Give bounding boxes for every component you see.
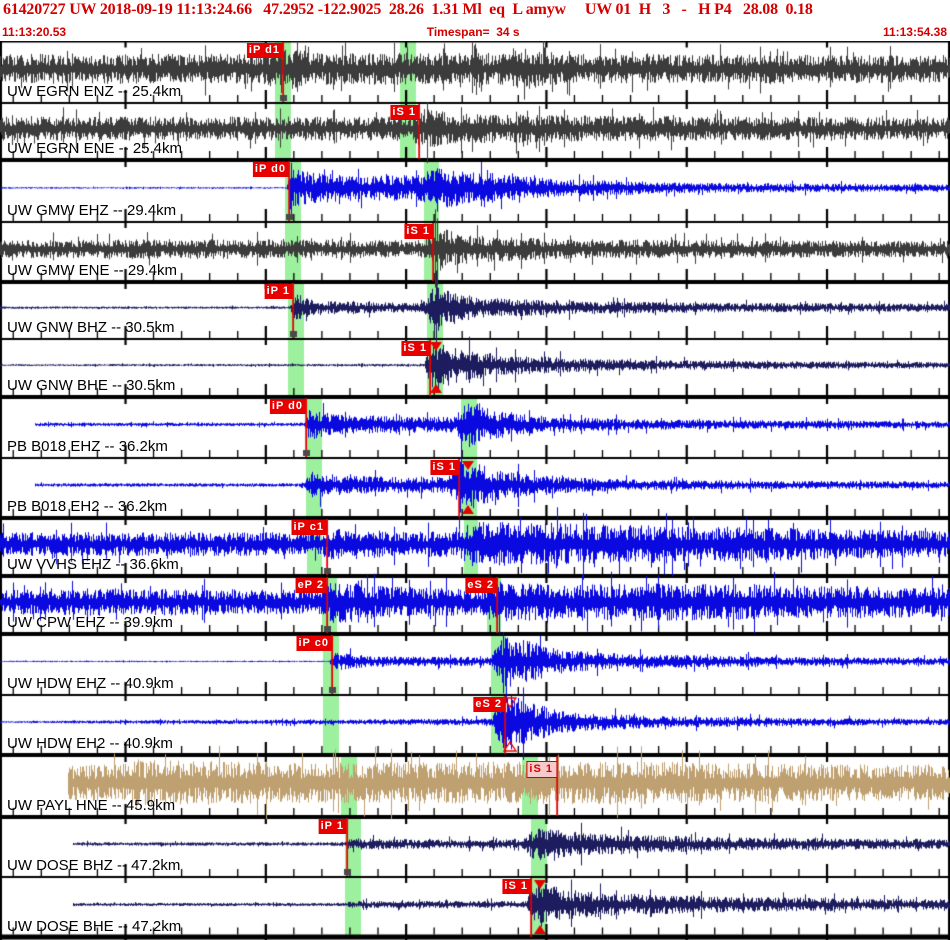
window-start-time: 11:13:20.53	[2, 25, 67, 39]
phase-pick-flag[interactable]: iP d0	[269, 399, 306, 414]
trace-label: UW EGRN ENZ -- 25.4km	[7, 83, 182, 100]
window-end-time: 11:13:54.38	[882, 25, 947, 39]
phase-pick-flag[interactable]: iS 1	[526, 761, 557, 778]
phase-pick-flag[interactable]: iP d1	[246, 43, 283, 58]
trace-label: UW PAYL HNE -- 45.9km	[7, 797, 176, 814]
trace-label: UW GNW BHE -- 30.5km	[7, 377, 176, 394]
trace-label: UW HDW EH2 -- 40.9km	[7, 735, 173, 752]
phase-pick-flag[interactable]: iS 1	[502, 879, 531, 894]
trace-label: UW EGRN ENE -- 25.4km	[7, 140, 183, 157]
trace-label: UW CPW EHZ -- 39.9km	[7, 614, 173, 631]
phase-pick-flag[interactable]: iS 1	[390, 105, 419, 120]
event-header: 61420727 UW 2018-09-19 11:13:24.66 47.29…	[0, 0, 950, 41]
phase-pick-flag[interactable]: iS 1	[430, 460, 459, 475]
phase-pick-flag[interactable]: iP 1	[318, 819, 347, 834]
timespan-label: Timespan= 34 s	[426, 25, 520, 39]
phase-pick-flag[interactable]: iS 1	[401, 341, 430, 356]
phase-pick-flag[interactable]: eS 2	[465, 578, 497, 593]
phase-pick-flag[interactable]: eP 2	[295, 578, 327, 593]
trace-label: UW GMW EHZ -- 29.4km	[7, 202, 177, 219]
phase-pick-flag[interactable]: iP c1	[291, 520, 327, 535]
trace-label: UW VVHS EHZ -- 36.6km	[7, 556, 179, 573]
trace-label: PB B018 EH2 -- 36.2km	[7, 498, 168, 515]
trace-label: UW DOSE BHZ -- 47.2km	[7, 857, 181, 874]
phase-pick-flag[interactable]: iP c0	[296, 636, 332, 651]
phase-pick-flag[interactable]: iP d0	[252, 162, 289, 177]
phase-pick-flag[interactable]: iP 1	[264, 284, 293, 299]
trace-label: UW GMW ENE -- 29.4km	[7, 262, 178, 279]
phase-pick-flag[interactable]: eS 2	[473, 697, 505, 712]
trace-label: UW GNW BHZ -- 30.5km	[7, 319, 175, 336]
phase-pick-flag[interactable]: iS 1	[404, 224, 433, 239]
trace-label: UW DOSE BHE -- 47.2km	[7, 918, 182, 935]
trace-label: UW HDW EHZ -- 40.9km	[7, 675, 174, 692]
event-summary-line: 61420727 UW 2018-09-19 11:13:24.66 47.29…	[3, 1, 813, 18]
trace-label: PB B018 EHZ -- 36.2km	[7, 438, 168, 455]
